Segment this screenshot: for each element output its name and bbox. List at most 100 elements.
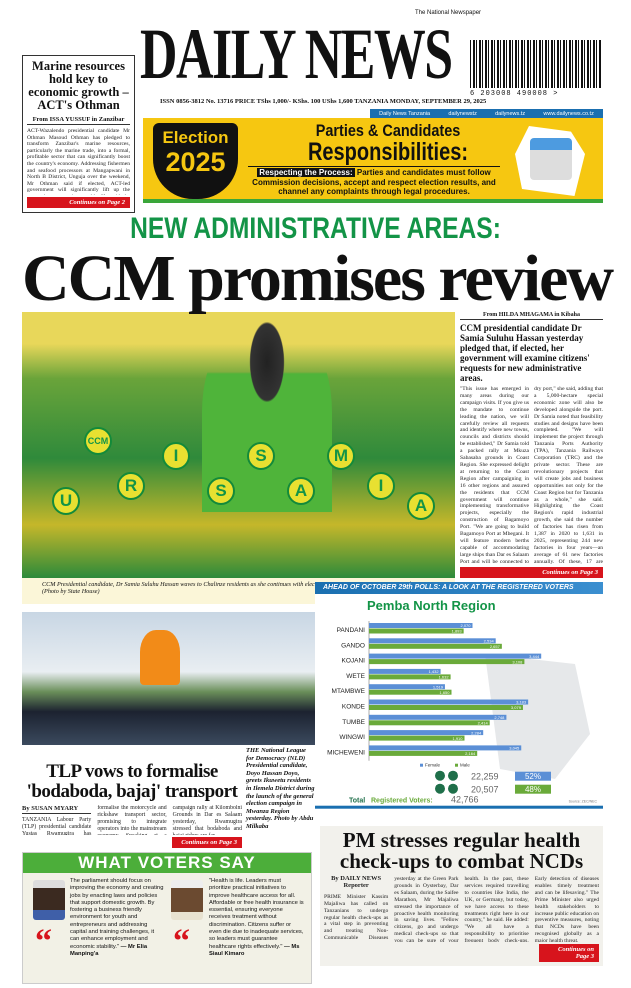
masthead-logo: DAILY NEWS [140, 14, 453, 94]
photo-placard: S [247, 442, 275, 470]
registered-voters-chart: AHEAD OF OCTOBER 29th POLLS: A LOOK AT T… [315, 582, 603, 810]
quote-author: — Mr Elia Manping'a [70, 943, 148, 957]
bar-value-label: 3,079 [511, 705, 522, 710]
main-headline[interactable]: CCM promises review [22, 242, 614, 315]
banner-title2: Responsibilities: [307, 138, 469, 166]
left-story: Marine resources hold key to economic gr… [22, 55, 135, 213]
tlp-photo [22, 612, 315, 745]
main-story-text: From HILDA MHAGAMA in Kibaha CCM preside… [460, 312, 603, 578]
legend-swatch [420, 763, 423, 767]
election-banner: Election 2025 Parties & Candidates Respo… [143, 118, 603, 203]
continued-link[interactable]: Continues on Page 3 [172, 837, 242, 848]
bar-male [369, 659, 525, 665]
website-link[interactable]: www.dailynews.co.tz [543, 110, 594, 117]
left-story-body: ACT-Wazalendo presidential candidate Mr … [27, 128, 130, 195]
twitter-link[interactable]: dailynewstz [448, 110, 477, 117]
photo-placard: CCM [84, 427, 112, 455]
bar-value-label: 1,893 [452, 629, 463, 634]
category-label: MICHEWENI [327, 749, 365, 756]
total-registered-value: 42,766 [451, 795, 479, 805]
badge-line1: Election [162, 128, 229, 147]
category-label: WINGWI [339, 734, 365, 741]
bar-male [369, 750, 478, 756]
pm-byline: By DAILY NEWS Reporter [331, 876, 382, 889]
chart-source: Source: ZEC/NEC [569, 800, 598, 804]
instagram-link[interactable]: dailynews.tz [495, 110, 526, 117]
voter-icon [448, 770, 458, 781]
photo-placard: A [287, 477, 315, 505]
bar-male [369, 628, 464, 634]
social-bar: Daily News Tanzania dailynewstz dailynew… [370, 109, 603, 118]
bar-value-label: 2,284 [471, 730, 482, 735]
quote-text: The parliament should focus on improving… [70, 878, 164, 950]
bar-female [369, 623, 473, 628]
category-label: KOJANI [342, 658, 366, 665]
banner-text: Respecting the Process: Parties and cand… [248, 166, 500, 197]
banner-title1: Parties & Candidates [315, 121, 461, 140]
bar-female [369, 714, 507, 720]
bar-value-label: 2,414 [478, 721, 489, 726]
continued-link[interactable]: Continues on Page 2 [27, 197, 130, 208]
candidate-figure [140, 630, 180, 685]
tlp-body-wrap: By SUSAN MYARY TANZANIA Labour Party (TL… [22, 805, 242, 835]
pm-story: PM stresses regular health check-ups to … [320, 826, 603, 966]
photo-placard: R [117, 472, 145, 500]
bar-value-label: 2,070 [460, 623, 471, 628]
continued-link[interactable]: Continues on Page 3 [539, 944, 599, 962]
photo-placard: U [52, 487, 80, 515]
ballot-box-map-image [515, 126, 585, 196]
bar-male [369, 705, 523, 710]
quote-mark-icon: “ [173, 923, 190, 960]
category-label: PANDANI [337, 627, 366, 634]
quote-mark-icon: “ [35, 923, 52, 960]
percent-box [515, 771, 551, 781]
bar-female [369, 668, 441, 674]
bar-value-label: 3,045 [509, 746, 520, 751]
bar-female [369, 699, 529, 705]
banner-body: Parties and candidates must follow Commi… [252, 168, 496, 196]
total-label: Total [349, 798, 365, 805]
voter-icon [435, 770, 445, 781]
bar-value-label: 3,183 [516, 700, 527, 705]
category-label: WETE [346, 673, 365, 680]
bar-female [369, 638, 496, 644]
percent-label: 48% [525, 785, 541, 794]
bar-male [369, 643, 502, 649]
quote-text: "Health is life. Leaders must prioritize… [209, 878, 304, 950]
voter-icon [448, 783, 458, 794]
bar-female [369, 653, 542, 659]
voter-quote: The parliament should focus on improving… [70, 878, 165, 958]
tagline: The National Newspaper [415, 10, 482, 16]
left-story-headline[interactable]: Marine resources hold key to economic gr… [28, 59, 129, 112]
chart-footer-stripe [315, 805, 603, 809]
photo-placard: I [367, 472, 395, 500]
tlp-headline[interactable]: TLP vows to formalise 'bodaboda, bajaj' … [26, 761, 238, 802]
bar-value-label: 1,519 [433, 684, 444, 689]
continued-link[interactable]: Continues on Page 3 [460, 567, 603, 578]
bar-male [369, 674, 451, 680]
tlp-byline: By SUSAN MYARY [22, 805, 92, 814]
percent-box [515, 784, 551, 794]
bar-female [369, 745, 522, 751]
total-value: 20,507 [471, 785, 499, 795]
pm-headline[interactable]: PM stresses regular health check-ups to … [339, 828, 584, 873]
bar-value-label: 1,432 [429, 669, 440, 674]
election-2025-badge: Election 2025 [153, 123, 238, 199]
main-photo: U CCM R I S S A M I A [22, 312, 455, 578]
tlp-story: TLP vows to formalise 'bodaboda, bajaj' … [22, 762, 242, 848]
photo-placard: S [207, 477, 235, 505]
main-lead: CCM presidential candidate Dr Samia Sulu… [460, 323, 590, 383]
pm-body: PRIME Minister Kassim Majaliwa has calle… [324, 876, 599, 942]
photo-placard: I [162, 442, 190, 470]
left-story-byline: From ISSA YUSSUF in Zanzibar [27, 116, 130, 125]
bar-value-label: 1,650 [439, 690, 450, 695]
bar-value-label: 3,108 [512, 659, 523, 664]
bar-value-label: 2,657 [490, 644, 501, 649]
bar-value-label: 3,444 [529, 654, 540, 659]
facebook-link[interactable]: Daily News Tanzania [379, 110, 431, 117]
category-label: MTAMBWE [332, 688, 366, 695]
tlp-body: TANZANIA Labour Party (TLP) presidential… [22, 805, 242, 835]
main-body: "This issue has emerged in many areas du… [460, 386, 603, 565]
voter-icon [435, 783, 445, 794]
